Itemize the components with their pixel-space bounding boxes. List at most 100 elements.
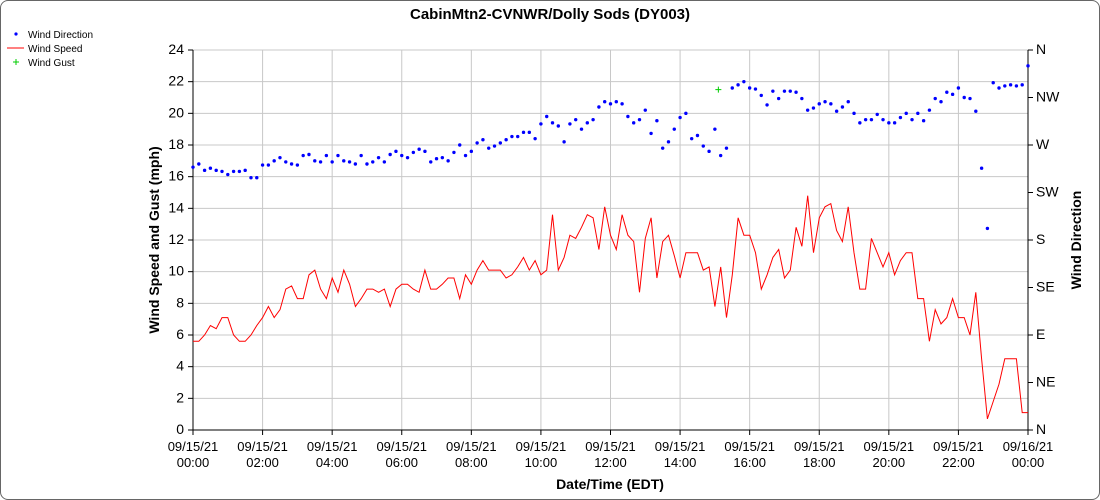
wind-direction-point bbox=[504, 138, 508, 142]
wind-direction-point bbox=[678, 115, 682, 120]
wind-direction-point bbox=[660, 146, 665, 150]
wind-direction-point bbox=[689, 136, 694, 141]
wind-direction-point bbox=[730, 86, 734, 90]
wind-direction-point bbox=[313, 159, 317, 163]
wind-direction-point bbox=[388, 152, 392, 157]
wind-direction-point bbox=[347, 160, 352, 164]
wind-direction-point bbox=[591, 117, 595, 122]
wind-direction-point bbox=[556, 124, 561, 128]
wind-direction-point bbox=[979, 166, 984, 170]
wind-direction-point bbox=[585, 121, 590, 125]
wind-direction-point bbox=[916, 111, 920, 116]
wind-direction-point bbox=[318, 160, 323, 164]
wind-direction-point bbox=[927, 108, 932, 112]
wind-direction-point bbox=[649, 131, 653, 136]
wind-direction-point bbox=[249, 176, 253, 180]
wind-direction-point bbox=[1026, 64, 1030, 68]
wind-direction-point bbox=[376, 155, 381, 160]
x-tick-label-date: 09/15/21 bbox=[655, 439, 706, 454]
wind-direction-point bbox=[498, 141, 503, 145]
wind-direction-point bbox=[208, 166, 213, 170]
x-tick-label-date: 09/15/21 bbox=[446, 439, 497, 454]
wind-direction-point bbox=[458, 143, 462, 147]
y2-tick-label: SW bbox=[1036, 184, 1059, 200]
marks bbox=[191, 64, 1030, 420]
x-tick-label-time: 04:00 bbox=[316, 455, 349, 470]
wind-direction-point bbox=[933, 96, 937, 101]
wind-direction-point bbox=[811, 106, 816, 110]
wind-direction-point bbox=[417, 147, 421, 151]
wind-direction-point bbox=[463, 153, 468, 158]
legend: Wind Direction Wind Speed Wind Gust bbox=[7, 30, 93, 69]
wind-direction-point bbox=[446, 159, 450, 163]
y-tick-label: 20 bbox=[168, 104, 184, 120]
wind-direction-point bbox=[753, 87, 758, 91]
wind-direction-point bbox=[266, 163, 271, 167]
wind-direction-point bbox=[214, 168, 218, 173]
wind-direction-point bbox=[713, 127, 717, 131]
wind-direction-point bbox=[823, 100, 827, 104]
wind-direction-point bbox=[614, 100, 618, 104]
wind-direction-point bbox=[974, 109, 978, 113]
x-tick-label-date: 09/15/21 bbox=[724, 439, 775, 454]
legend-direction-marker bbox=[14, 32, 18, 36]
x-axis-title: Date/Time (EDT) bbox=[556, 476, 664, 492]
wind-direction-point bbox=[765, 103, 769, 107]
x-tick-label-time: 22:00 bbox=[942, 455, 975, 470]
x-tick-label-time: 00:00 bbox=[177, 455, 210, 470]
wind-direction-point bbox=[1020, 83, 1024, 87]
wind-direction-point bbox=[521, 130, 526, 135]
y-tick-label: 4 bbox=[176, 358, 184, 374]
y2-tick-label: NE bbox=[1036, 374, 1055, 390]
wind-direction-point bbox=[950, 92, 955, 97]
wind-direction-point bbox=[307, 152, 311, 157]
wind-direction-point bbox=[892, 121, 897, 125]
x-tick-label-date: 09/15/21 bbox=[794, 439, 845, 454]
x-tick-label-date: 09/15/21 bbox=[864, 439, 915, 454]
wind-direction-point bbox=[771, 89, 775, 93]
wind-direction-point bbox=[603, 100, 607, 104]
wind-direction-point bbox=[545, 114, 549, 119]
wind-direction-point bbox=[568, 122, 572, 126]
wind-direction-point bbox=[991, 81, 995, 85]
grid bbox=[192, 49, 1029, 431]
wind-direction-point bbox=[550, 121, 555, 125]
wind-direction-point bbox=[574, 117, 578, 122]
wind-direction-point bbox=[1014, 84, 1019, 88]
wind-direction-point bbox=[475, 141, 479, 145]
wind-direction-point bbox=[666, 140, 671, 144]
y-tick-label: 14 bbox=[168, 199, 184, 215]
wind-direction-point bbox=[962, 95, 966, 100]
wind-direction-point bbox=[324, 153, 329, 158]
wind-direction-point bbox=[637, 117, 642, 122]
wind-direction-point bbox=[278, 155, 282, 160]
wind-direction-point bbox=[597, 105, 601, 109]
x-tick-label-time: 10:00 bbox=[525, 455, 558, 470]
x-tick-label-date: 09/15/21 bbox=[168, 439, 219, 454]
wind-direction-point bbox=[191, 165, 195, 169]
wind-direction-point bbox=[533, 136, 537, 141]
wind-direction-point bbox=[411, 150, 416, 155]
x-tick-label-date: 09/15/21 bbox=[376, 439, 427, 454]
wind-direction-point bbox=[1008, 83, 1013, 87]
wind-direction-point bbox=[272, 159, 276, 163]
y-tick-label: 12 bbox=[168, 231, 184, 247]
wind-direction-point bbox=[631, 121, 636, 125]
y-tick-label: 6 bbox=[176, 326, 184, 342]
x-tick-label-time: 12:00 bbox=[594, 455, 627, 470]
x-tick-label-time: 20:00 bbox=[873, 455, 906, 470]
wind-direction-point bbox=[788, 89, 792, 93]
y2-tick-label: N bbox=[1036, 41, 1046, 57]
y2-tick-label: W bbox=[1036, 136, 1050, 152]
wind-direction-point bbox=[997, 86, 1001, 90]
wind-direction-point bbox=[887, 121, 891, 125]
y2-tick-label: S bbox=[1036, 231, 1045, 247]
x-tick-label-date: 09/15/21 bbox=[307, 439, 358, 454]
wind-direction-point bbox=[817, 102, 821, 106]
wind-direction-point bbox=[301, 153, 305, 158]
wind-direction-point bbox=[365, 162, 369, 166]
wind-direction-point bbox=[202, 168, 207, 173]
wind-direction-point bbox=[423, 149, 427, 154]
legend-gust-label: Wind Gust bbox=[28, 58, 75, 69]
y-tick-label: 16 bbox=[168, 168, 184, 184]
